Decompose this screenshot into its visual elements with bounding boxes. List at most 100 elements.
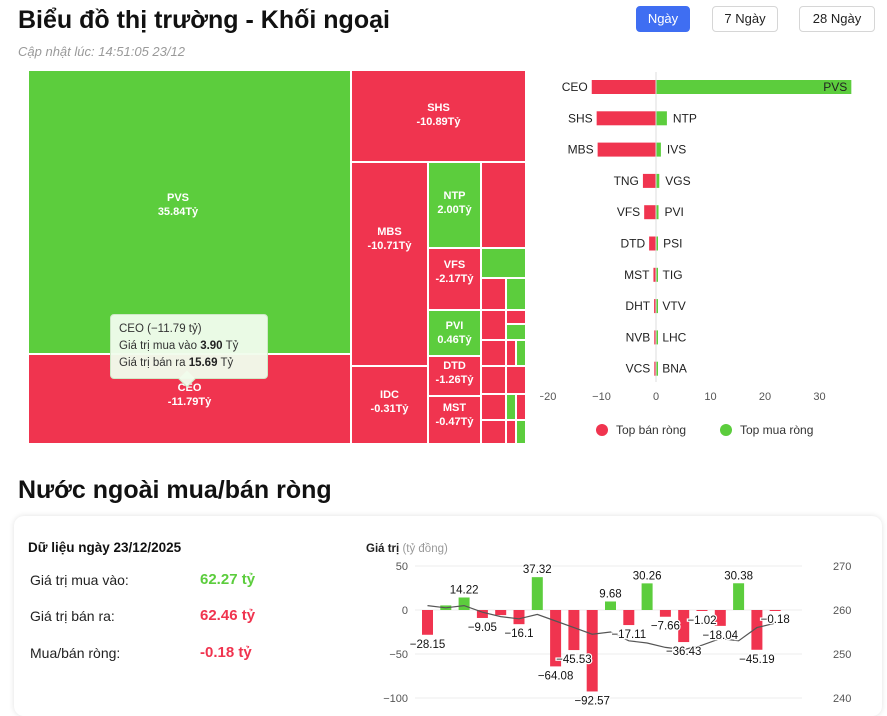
treemap-cell-mst[interactable]: MST -0.47Tỷ bbox=[428, 396, 481, 444]
treemap-cell-small[interactable] bbox=[506, 366, 526, 394]
bar-label-buy: NTP bbox=[673, 111, 697, 125]
bar-sell-vfs[interactable] bbox=[644, 205, 656, 220]
treemap-cell-small[interactable] bbox=[481, 366, 506, 394]
bar-buy-tig[interactable] bbox=[656, 267, 658, 282]
treemap-cell-shs[interactable]: SHS -10.89Tỷ bbox=[351, 70, 526, 162]
net-bar[interactable] bbox=[495, 610, 507, 616]
net-bar[interactable] bbox=[476, 610, 488, 618]
net-bar-label: 30.26 bbox=[633, 570, 662, 582]
treemap-cell-idc[interactable]: IDC -0.31Tỷ bbox=[351, 366, 428, 444]
legend-sell-label[interactable]: Top bán ròng bbox=[616, 423, 686, 437]
bar-buy-ntp[interactable] bbox=[656, 111, 667, 126]
treemap-cell-small[interactable] bbox=[506, 340, 516, 366]
bar-label-buy: PSI bbox=[663, 237, 682, 251]
treemap-cell-small[interactable] bbox=[516, 420, 526, 444]
bar-sell-ceo[interactable] bbox=[591, 80, 656, 94]
bar-label-sell: VCS bbox=[626, 362, 651, 376]
net-bar[interactable] bbox=[623, 610, 635, 626]
treemap-cell-small[interactable] bbox=[481, 248, 526, 278]
y-tick-label: 0 bbox=[402, 605, 408, 617]
treemap-cell-small[interactable] bbox=[481, 278, 506, 310]
treemap-cell-small[interactable] bbox=[481, 340, 506, 366]
bar-sell-tng[interactable] bbox=[642, 173, 656, 188]
bar-label-sell: NVB bbox=[626, 330, 651, 344]
treemap-cell-pvi[interactable]: PVI 0.46Tỷ bbox=[428, 310, 481, 356]
range-button-28-days[interactable]: 28 Ngày bbox=[799, 6, 875, 32]
bar-buy-bna[interactable] bbox=[656, 361, 658, 376]
treemap-cell-small[interactable] bbox=[481, 310, 506, 340]
net-bar-label: 9.68 bbox=[599, 588, 621, 600]
net-bar[interactable] bbox=[659, 610, 671, 617]
net-bar[interactable] bbox=[422, 610, 433, 635]
bar-sell-dtd[interactable] bbox=[649, 236, 656, 251]
net-bar[interactable] bbox=[458, 597, 470, 610]
bar-buy-vtv[interactable] bbox=[656, 299, 658, 314]
treemap-cell-small[interactable] bbox=[506, 310, 526, 324]
treemap-cell-vfs[interactable]: VFS -2.17Tỷ bbox=[428, 248, 481, 310]
net-bar[interactable] bbox=[586, 610, 598, 692]
bar-buy-vgs[interactable] bbox=[656, 173, 660, 188]
bar-sell-mst[interactable] bbox=[653, 267, 656, 282]
buy-value: 62.27 tỷ bbox=[200, 571, 256, 588]
net-bar[interactable] bbox=[714, 610, 726, 626]
net-bar[interactable] bbox=[605, 601, 616, 610]
treemap-cell-small[interactable] bbox=[481, 162, 526, 248]
treemap-cell-ntp[interactable]: NTP 2.00Tỷ bbox=[428, 162, 481, 248]
tooltip-sell-unit: Tỷ bbox=[220, 357, 234, 369]
treemap-cell-small[interactable] bbox=[481, 420, 506, 444]
bar-buy-pvs[interactable] bbox=[656, 80, 852, 94]
treemap-cell-small[interactable] bbox=[506, 394, 516, 420]
bar-label-buy: PVS bbox=[823, 80, 847, 94]
tooltip-buy-unit: Tỷ bbox=[225, 340, 239, 352]
bar-sell-vcs[interactable] bbox=[654, 361, 656, 376]
bar-sell-shs[interactable] bbox=[596, 111, 656, 126]
treemap-label-ntp: NTP 2.00Tỷ bbox=[437, 190, 472, 216]
bar-buy-ivs[interactable] bbox=[656, 142, 661, 157]
x-tick-label: 30 bbox=[813, 391, 825, 403]
range-button-day[interactable]: Ngày bbox=[636, 6, 690, 32]
net-bar[interactable] bbox=[678, 610, 690, 643]
net-value-label: Mua/bán ròng: bbox=[30, 645, 121, 661]
net-bar[interactable] bbox=[769, 610, 781, 611]
treemap-cell-small[interactable] bbox=[481, 394, 506, 420]
treemap-cell-small[interactable] bbox=[506, 420, 516, 444]
net-bar[interactable] bbox=[568, 610, 580, 651]
bar-sell-mbs[interactable] bbox=[597, 142, 656, 157]
bar-label-buy: VTV bbox=[662, 299, 685, 313]
page-title: Biểu đồ thị trường - Khối ngoại bbox=[18, 6, 390, 34]
net-bar-label: −18.04 bbox=[703, 630, 739, 642]
treemap-cell-small[interactable] bbox=[506, 278, 526, 310]
legend-buy-label[interactable]: Top mua ròng bbox=[740, 423, 813, 437]
bar-label-buy: BNA bbox=[662, 362, 687, 376]
range-button-7-days[interactable]: 7 Ngày bbox=[712, 6, 778, 32]
y2-tick-label: 260 bbox=[833, 605, 851, 617]
treemap-cell-small[interactable] bbox=[506, 324, 526, 340]
bar-buy-psi[interactable] bbox=[656, 236, 658, 251]
net-bar[interactable] bbox=[550, 610, 562, 667]
net-bar[interactable] bbox=[751, 610, 763, 650]
treemap-label-pvs: PVS 35.84Tỷ bbox=[157, 192, 199, 218]
bar-sell-nvb[interactable] bbox=[654, 330, 656, 345]
treemap-cell-small[interactable] bbox=[516, 394, 526, 420]
treemap-cell-dtd[interactable]: DTD -1.26Tỷ bbox=[428, 356, 481, 396]
net-bar[interactable] bbox=[531, 577, 543, 610]
bar-label-sell: DTD bbox=[620, 237, 645, 251]
bar-sell-dht[interactable] bbox=[654, 299, 656, 314]
treemap-cell-small[interactable] bbox=[516, 340, 526, 366]
bar-label-sell: MST bbox=[624, 268, 650, 282]
y-tick-label: −50 bbox=[389, 649, 408, 661]
net-bar[interactable] bbox=[733, 583, 745, 610]
bar-buy-pvi[interactable] bbox=[656, 205, 659, 220]
tooltip-sell-label: Giá trị bán ra bbox=[119, 357, 186, 369]
net-bar-label: 14.22 bbox=[450, 584, 479, 596]
treemap-cell-pvs[interactable]: PVS 35.84Tỷ bbox=[28, 70, 351, 354]
net-bar[interactable] bbox=[641, 583, 653, 610]
net-bar[interactable] bbox=[513, 610, 525, 625]
index-line bbox=[427, 604, 776, 651]
bar-buy-lhc[interactable] bbox=[656, 330, 658, 345]
net-bar[interactable] bbox=[696, 610, 708, 611]
net-bar-label: −0.18 bbox=[761, 614, 790, 626]
treemap-label-ceo: CEO -11.79Tỷ bbox=[167, 382, 212, 408]
treemap-cell-mbs[interactable]: MBS -10.71Tỷ bbox=[351, 162, 428, 366]
treemap-label-mbs: MBS -10.71Tỷ bbox=[367, 226, 412, 252]
